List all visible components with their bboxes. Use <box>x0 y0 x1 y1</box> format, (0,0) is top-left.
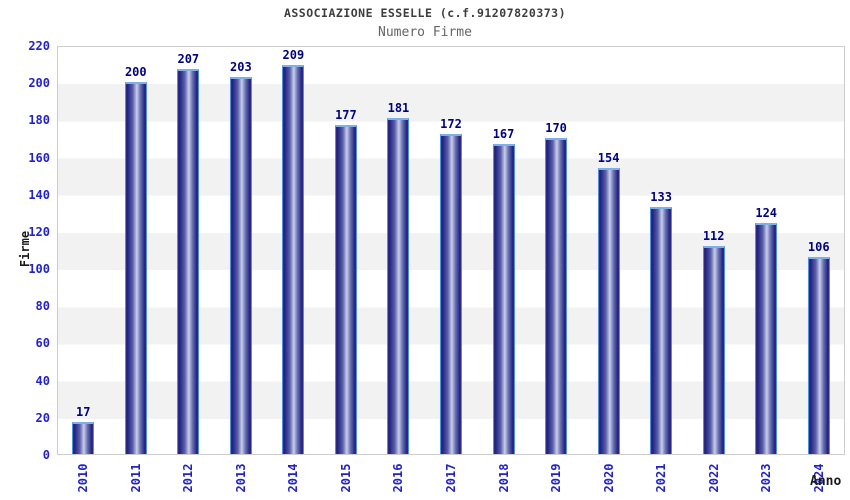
bar-value-label: 106 <box>807 239 830 254</box>
x-tick-label: 2014 <box>286 463 301 493</box>
bar-2020 <box>597 167 620 454</box>
bar-2018 <box>492 143 515 454</box>
y-tick-label: 40 <box>35 373 50 388</box>
bar-value-label: 172 <box>440 117 462 132</box>
plot-area <box>57 46 845 455</box>
x-tick-label: 2013 <box>233 463 248 493</box>
bar-2022 <box>702 245 725 454</box>
bar-2016 <box>387 117 410 454</box>
x-tick-label: 2023 <box>759 463 774 493</box>
y-tick-label: 20 <box>35 410 50 425</box>
y-tick-label: 200 <box>28 76 50 91</box>
y-tick-label: 120 <box>28 224 50 239</box>
y-tick-label: 60 <box>35 336 50 351</box>
bar-value-label: 133 <box>650 189 672 204</box>
x-tick-label: 2011 <box>128 463 143 493</box>
bar-value-label: 17 <box>76 405 91 420</box>
bar-2012 <box>177 69 200 454</box>
bar-value-label: 181 <box>387 100 410 115</box>
x-axis-title: Anno <box>810 474 842 489</box>
bar-value-label: 124 <box>755 206 778 221</box>
bar-value-label: 207 <box>177 52 200 67</box>
y-axis-title: Firme <box>18 230 32 268</box>
bar-value-label: 209 <box>282 48 305 63</box>
bar-value-label: 200 <box>124 65 147 80</box>
bar-2015 <box>334 124 357 454</box>
chart-subtitle: Numero Firme <box>378 25 472 40</box>
bar-2023 <box>755 223 778 454</box>
bar-value-label: 154 <box>597 150 620 165</box>
bar-2010 <box>72 422 95 454</box>
x-tick-label: 2021 <box>654 463 669 493</box>
bar-2017 <box>440 134 462 454</box>
y-tick-label: 180 <box>28 113 50 128</box>
bar-2011 <box>124 82 147 454</box>
x-tick-label: 2016 <box>391 463 406 493</box>
y-tick-label: 220 <box>28 39 50 53</box>
x-tick-label: 2010 <box>76 463 91 493</box>
x-tick-label: 2019 <box>549 463 564 493</box>
bar-2024 <box>807 256 830 454</box>
chart-title: ASSOCIAZIONE ESSELLE (c.f.91207820373) <box>283 6 567 20</box>
x-tick-label: 2022 <box>706 463 721 493</box>
bar-value-label: 203 <box>230 59 252 74</box>
x-tick-label: 2017 <box>444 463 458 493</box>
y-tick-label: 0 <box>42 448 50 462</box>
x-tick-label: 2015 <box>338 463 353 493</box>
bar-2014 <box>282 65 305 454</box>
bar-2021 <box>650 206 673 454</box>
y-tick-label: 140 <box>28 187 50 202</box>
bar-2013 <box>229 76 252 454</box>
bar-value-label: 170 <box>545 120 567 135</box>
bar-value-label: 177 <box>335 107 357 122</box>
y-tick-label: 80 <box>35 299 50 314</box>
bar-value-label: 167 <box>492 126 515 141</box>
bar-2019 <box>545 137 568 454</box>
x-tick-label: 2020 <box>601 463 616 493</box>
y-tick-label: 100 <box>28 262 50 277</box>
x-tick-label: 2012 <box>181 463 196 493</box>
y-tick-label: 160 <box>28 150 50 165</box>
bar-value-label: 112 <box>702 228 725 243</box>
x-tick-label: 2018 <box>496 463 511 493</box>
